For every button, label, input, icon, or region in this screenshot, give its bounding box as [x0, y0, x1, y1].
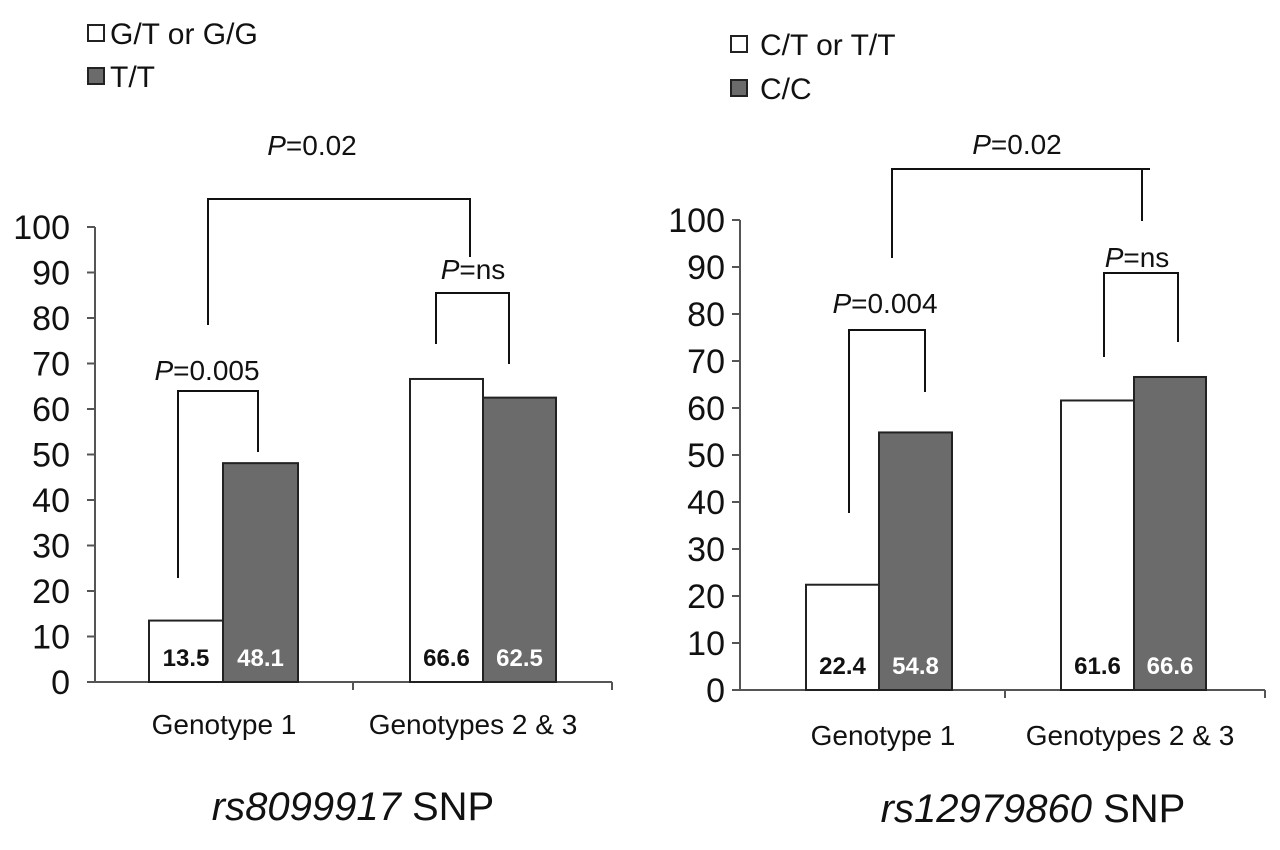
- y-tick-label: 100: [668, 202, 725, 240]
- legend-label: C/C: [760, 73, 812, 106]
- y-tick-label: 100: [13, 209, 70, 247]
- bracket-genotype1: [177, 390, 259, 578]
- y-tick-group: 0 10 20 30 40 50 60 70 80 90 100: [13, 209, 95, 702]
- y-tick-label: 90: [32, 255, 70, 293]
- bar: [1133, 375, 1207, 691]
- bar: [805, 583, 880, 691]
- legend-swatch-white: [730, 35, 748, 53]
- bar: [148, 619, 224, 684]
- bars-left: 13.5 48.1 66.6 62.5: [148, 377, 557, 684]
- bar-value-label: 48.1: [237, 645, 284, 672]
- y-tick-group: 0 10 20 30 40 50 60 70 80 90 100: [668, 202, 740, 710]
- y-tick-label: 80: [32, 300, 70, 338]
- bracket-overall: [891, 168, 1150, 258]
- legend-label: G/T or G/G: [110, 18, 258, 51]
- bracket-genotypes23: [435, 292, 510, 364]
- pvalue-brackets-left: P=0.005 P=ns P=0.02: [154, 130, 510, 578]
- pvalue-brackets-right: P=0.004 P=ns P=0.02: [832, 129, 1179, 513]
- y-tick-label: 10: [32, 619, 70, 657]
- bar-value-label: 66.6: [1147, 653, 1194, 680]
- y-tick-label: 0: [706, 672, 725, 710]
- y-tick-label: 60: [32, 391, 70, 429]
- bar: [482, 396, 557, 683]
- y-tick-label: 20: [687, 578, 725, 616]
- chart-left: G/T or G/G T/T 0 10 20 30 40 50 60 70 80 90 100 13…: [13, 18, 613, 829]
- y-tick-label: 90: [687, 249, 725, 287]
- bar: [409, 377, 484, 683]
- y-tick-label: 70: [687, 343, 725, 381]
- category-label: Genotype 1: [811, 720, 956, 751]
- y-tick-label: 50: [32, 437, 70, 475]
- x-axis-title: rs8099917 SNP: [212, 785, 494, 829]
- y-tick-label: 40: [687, 484, 725, 522]
- legend-label: C/T or T/T: [760, 29, 896, 62]
- y-tick-label: 10: [687, 625, 725, 663]
- bars-right: 22.4 54.8 61.6 66.6: [805, 375, 1207, 691]
- pvalue-label: P=0.02: [972, 129, 1062, 160]
- bar-value-label: 66.6: [423, 645, 470, 672]
- y-tick-label: 30: [32, 528, 70, 566]
- y-tick-label: 50: [687, 437, 725, 475]
- y-tick-label: 40: [32, 482, 70, 520]
- legend-label: T/T: [110, 61, 155, 94]
- bar-value-label: 62.5: [496, 645, 543, 672]
- bar: [222, 462, 299, 683]
- pvalue-label: P=ns: [441, 254, 506, 285]
- legend-left: G/T or G/G T/T: [87, 18, 258, 94]
- y-tick-label: 20: [32, 573, 70, 611]
- pvalue-label: P=0.02: [267, 130, 357, 161]
- x-axis-title: rs12979860 SNP: [881, 787, 1186, 831]
- category-label: Genotype 1: [152, 709, 297, 740]
- legend-right: C/T or T/T C/C: [730, 29, 896, 106]
- y-tick-label: 30: [687, 531, 725, 569]
- y-axis-right: 0 10 20 30 40 50 60 70 80 90 100: [668, 202, 741, 710]
- chart-right: C/T or T/T C/C 0 10 20 30 40 50 60 70 80 90 100 22…: [668, 29, 1266, 831]
- bar-value-label: 22.4: [819, 653, 866, 680]
- bar: [878, 431, 953, 691]
- legend-swatch-gray: [87, 67, 105, 85]
- bracket-genotype1: [848, 329, 926, 513]
- y-tick-label: 60: [687, 390, 725, 428]
- y-axis-left: 0 10 20 30 40 50 60 70 80 90 100: [13, 209, 96, 702]
- bar-value-label: 61.6: [1074, 653, 1121, 680]
- bar-value-label: 54.8: [892, 653, 939, 680]
- legend-swatch-gray: [730, 79, 748, 97]
- pvalue-label: P=ns: [1105, 242, 1170, 273]
- bracket-genotypes23: [1103, 272, 1179, 357]
- bar-value-label: 13.5: [163, 645, 210, 672]
- category-label: Genotypes 2 & 3: [369, 709, 578, 740]
- pvalue-label: P=0.005: [154, 355, 259, 386]
- legend-swatch-white: [87, 24, 105, 42]
- y-tick-label: 0: [51, 664, 70, 702]
- bar: [1060, 399, 1135, 691]
- bracket-overall: [207, 198, 471, 325]
- category-label: Genotypes 2 & 3: [1026, 720, 1235, 751]
- y-tick-label: 70: [32, 346, 70, 384]
- pvalue-label: P=0.004: [832, 288, 937, 319]
- y-tick-label: 80: [687, 296, 725, 334]
